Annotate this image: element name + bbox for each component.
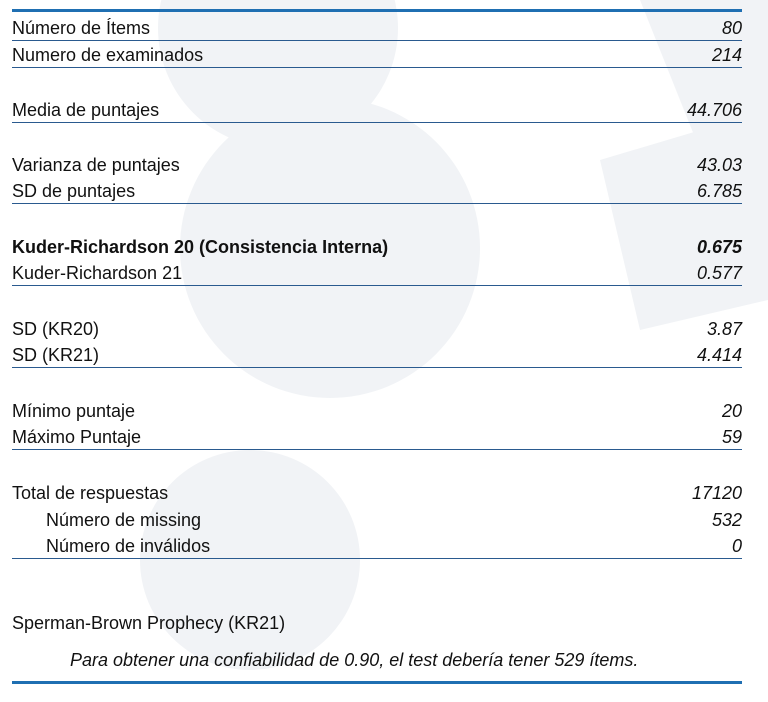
- stat-row-variance: Varianza de puntajes 43.03: [12, 150, 742, 177]
- stat-value: 0: [731, 536, 742, 556]
- stat-row-min: Mínimo puntaje 20: [12, 396, 742, 423]
- stat-value: 532: [711, 510, 742, 530]
- spearman-brown-text: Para obtener una confiabilidad de 0.90, …: [70, 650, 639, 670]
- stat-label: Máximo Puntaje: [12, 427, 142, 447]
- stat-row-kr20: Kuder-Richardson 20 (Consistencia Intern…: [12, 232, 742, 259]
- stat-label: Media de puntajes: [12, 100, 160, 120]
- stat-row-sd: SD de puntajes 6.785: [12, 177, 742, 204]
- stat-value: 59: [721, 427, 742, 447]
- bottom-rule: [12, 681, 742, 684]
- stat-row-missing: Número de missing 532: [12, 505, 742, 532]
- stat-value: 3.87: [706, 319, 742, 339]
- stat-value: 214: [711, 45, 742, 65]
- stat-row-sd-kr20: SD (KR20) 3.87: [12, 314, 742, 341]
- stat-row-invalid: Número de inválidos 0: [12, 532, 742, 559]
- stat-row-items: Número de Ítems 80: [12, 14, 742, 41]
- stat-label: Número de inválidos: [46, 536, 211, 556]
- stat-value: 4.414: [696, 345, 742, 365]
- stat-label: Total de respuestas: [12, 483, 169, 503]
- stat-row-max: Máximo Puntaje 59: [12, 423, 742, 450]
- stat-label: SD de puntajes: [12, 181, 136, 201]
- stat-row-examinees: Numero de examinados 214: [12, 41, 742, 68]
- stat-label: Varianza de puntajes: [12, 155, 180, 175]
- stat-row-mean: Media de puntajes 44.706: [12, 96, 742, 123]
- stat-row-total: Total de respuestas 17120: [12, 478, 742, 505]
- spearman-brown-title: Sperman-Brown Prophecy (KR21): [12, 613, 286, 633]
- stat-label: Numero de examinados: [12, 45, 204, 65]
- stat-value: 20: [721, 401, 742, 421]
- stat-label: Kuder-Richardson 20 (Consistencia Intern…: [12, 237, 389, 257]
- stat-value: 0.675: [696, 237, 742, 257]
- stat-value: 80: [721, 18, 742, 38]
- stat-label: SD (KR20): [12, 319, 100, 339]
- stat-label: Número de missing: [46, 510, 202, 530]
- stat-row-sd-kr21: SD (KR21) 4.414: [12, 341, 742, 368]
- stat-value: 17120: [691, 483, 742, 503]
- stat-row-kr21: Kuder-Richardson 21 0.577: [12, 259, 742, 286]
- stat-label: SD (KR21): [12, 345, 100, 365]
- statistics-panel: Número de Ítems 80 Numero de examinados …: [12, 0, 742, 702]
- stat-value: 44.706: [686, 100, 742, 120]
- stat-value: 0.577: [696, 263, 742, 283]
- stat-value: 43.03: [696, 155, 742, 175]
- stat-label: Kuder-Richardson 21: [12, 263, 183, 283]
- stat-label: Número de Ítems: [12, 18, 151, 38]
- stat-label: Mínimo puntaje: [12, 401, 136, 421]
- stat-value: 6.785: [696, 181, 742, 201]
- top-rule: [12, 9, 742, 12]
